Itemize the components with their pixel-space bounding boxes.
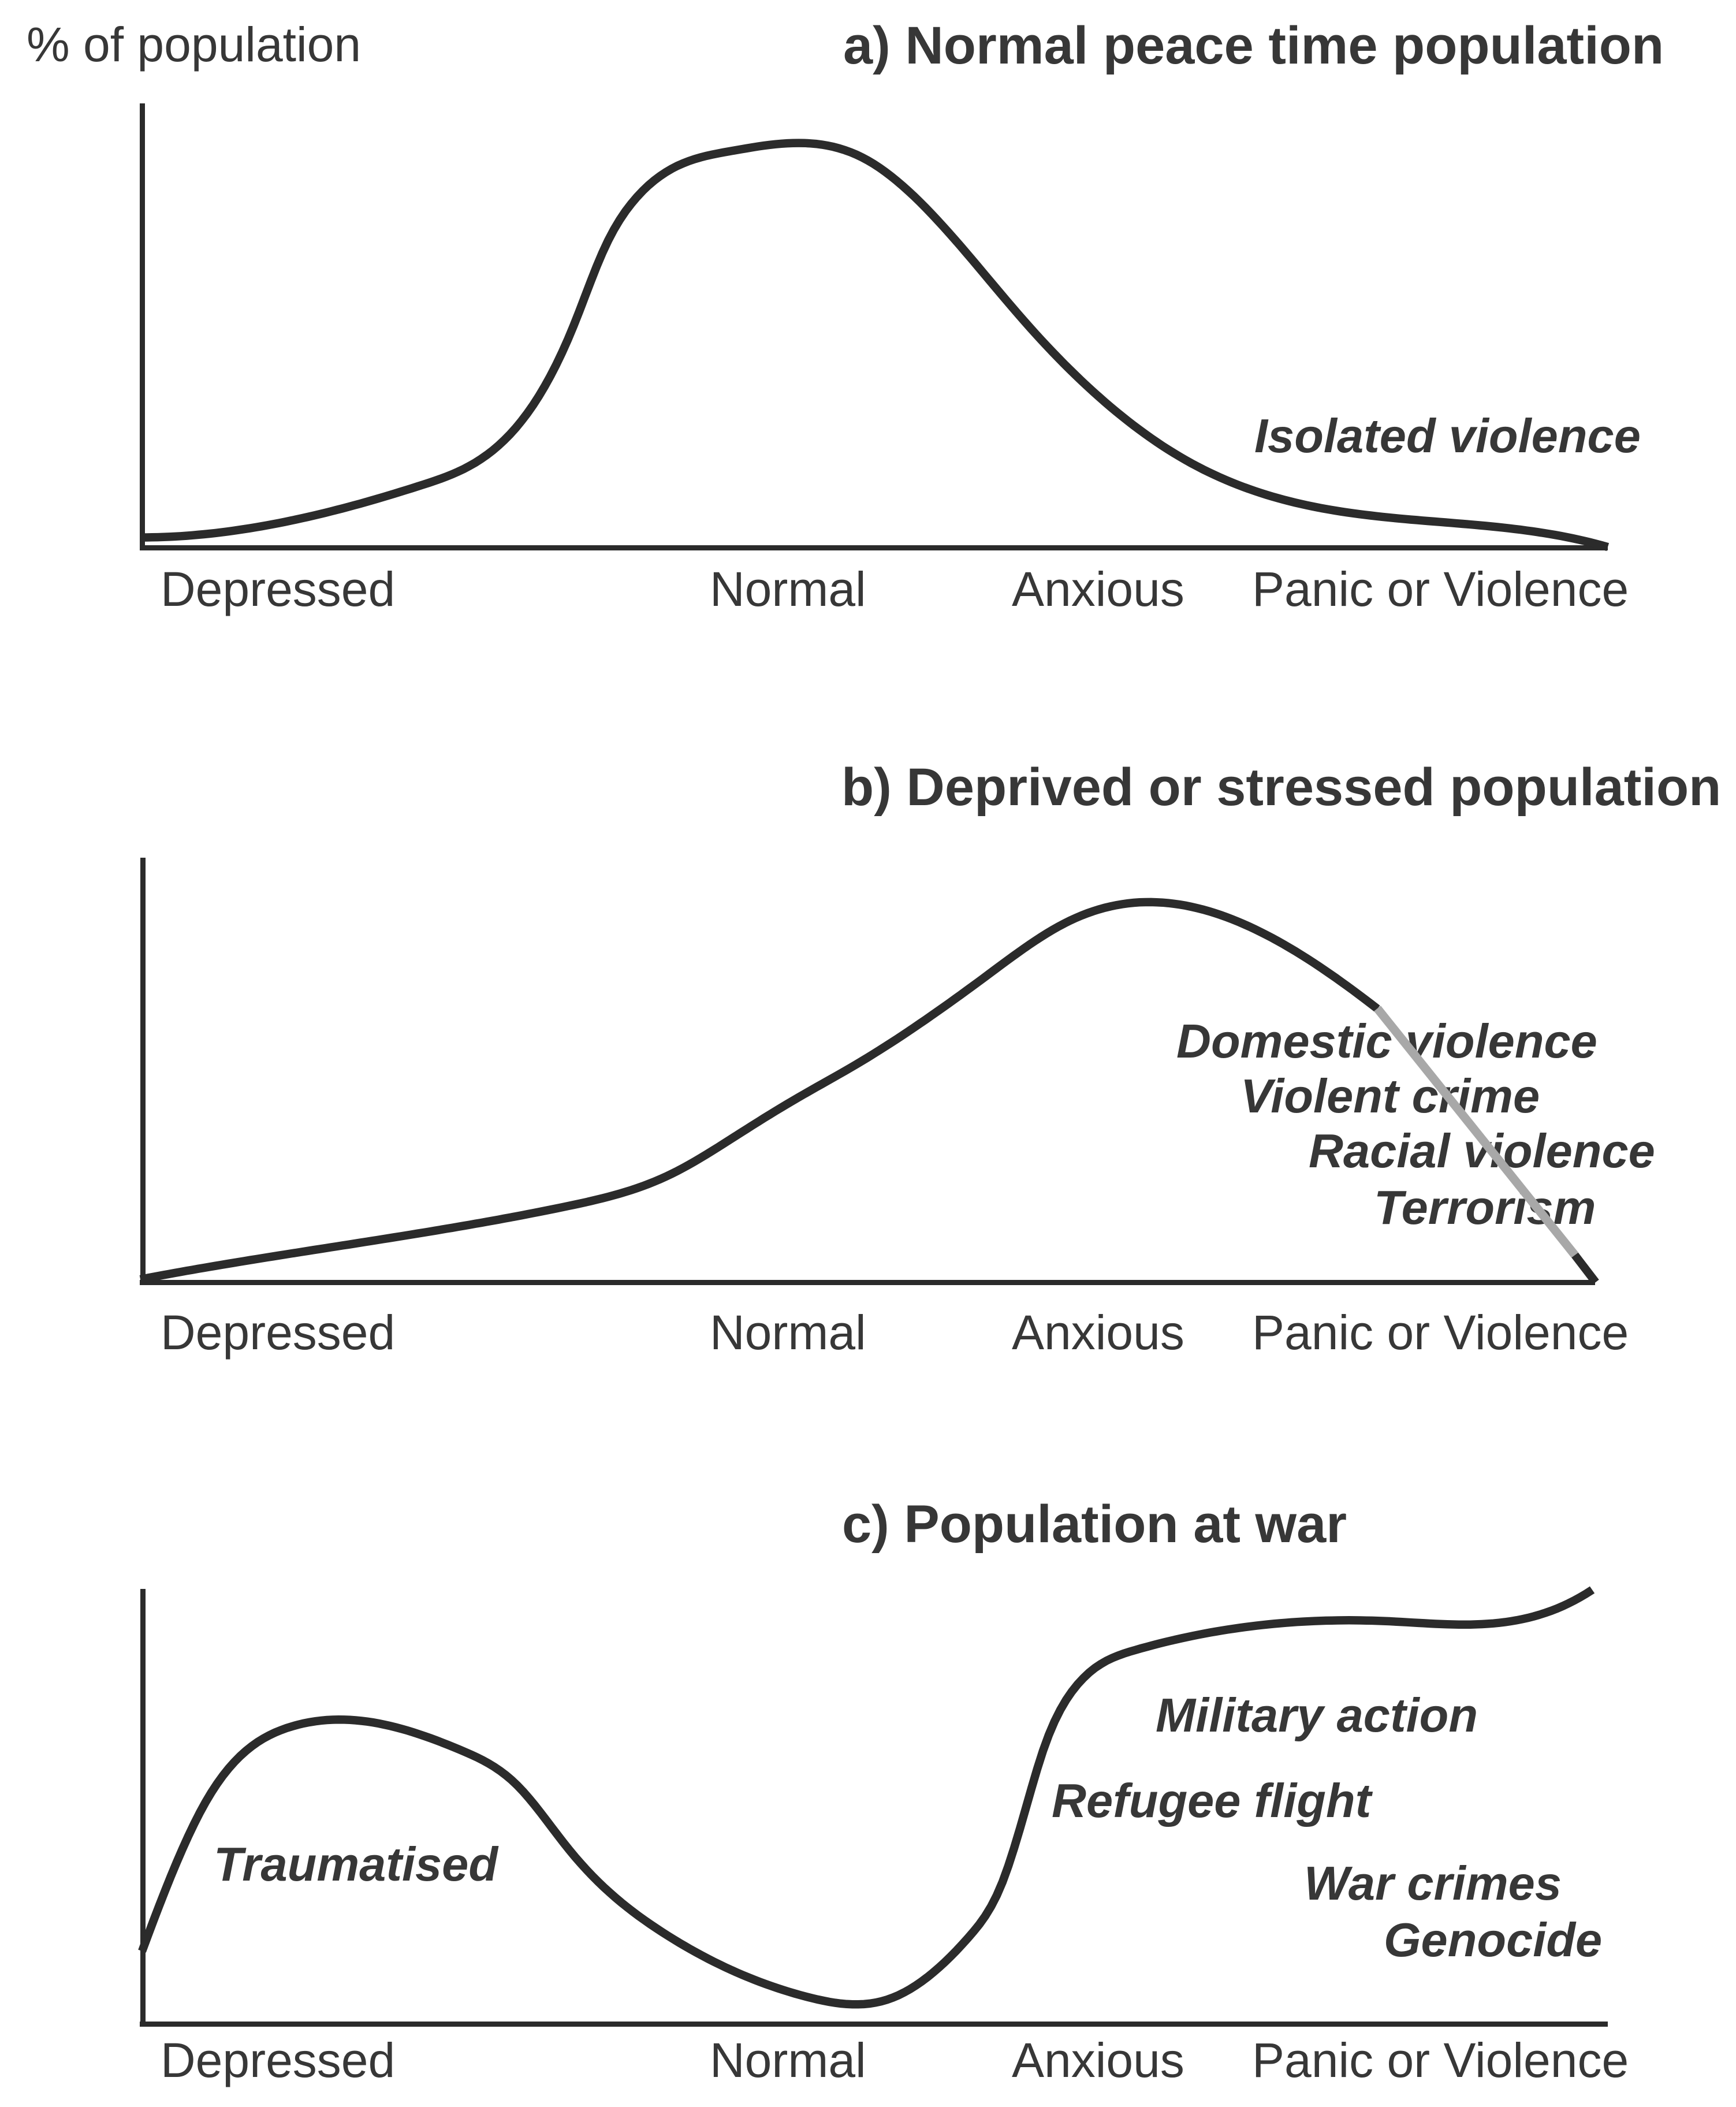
svg-text:Refugee flight: Refugee flight — [1052, 1774, 1373, 1827]
svg-text:Depressed: Depressed — [161, 2033, 395, 2087]
svg-text:War crimes: War crimes — [1304, 1856, 1562, 1910]
svg-text:Normal: Normal — [710, 1305, 866, 1360]
svg-text:Genocide: Genocide — [1384, 1913, 1602, 1967]
svg-text:Normal: Normal — [710, 562, 866, 616]
svg-text:Terrorism: Terrorism — [1374, 1181, 1596, 1234]
svg-text:Isolated violence: Isolated violence — [1254, 409, 1641, 463]
svg-text:Depressed: Depressed — [161, 562, 395, 616]
svg-text:Normal: Normal — [710, 2033, 866, 2087]
svg-text:% of population: % of population — [27, 17, 361, 72]
svg-text:Anxious: Anxious — [1012, 1305, 1184, 1360]
svg-text:b) Deprived or stressed popula: b) Deprived or stressed population — [841, 758, 1721, 817]
svg-text:Panic or Violence: Panic or Violence — [1252, 2033, 1629, 2087]
svg-text:Traumatised: Traumatised — [214, 1837, 499, 1891]
svg-text:Violent crime: Violent crime — [1240, 1069, 1540, 1123]
svg-text:Panic or Violence: Panic or Violence — [1252, 562, 1629, 616]
svg-text:Depressed: Depressed — [161, 1305, 395, 1360]
svg-text:Panic or Violence: Panic or Violence — [1252, 1305, 1629, 1360]
svg-text:c) Population at war: c) Population at war — [842, 1495, 1347, 1554]
svg-text:Military action: Military action — [1156, 1688, 1478, 1742]
svg-text:Anxious: Anxious — [1012, 2033, 1184, 2087]
svg-text:Anxious: Anxious — [1012, 562, 1184, 616]
svg-text:a) Normal peace time populatio: a) Normal peace time population — [843, 16, 1664, 75]
